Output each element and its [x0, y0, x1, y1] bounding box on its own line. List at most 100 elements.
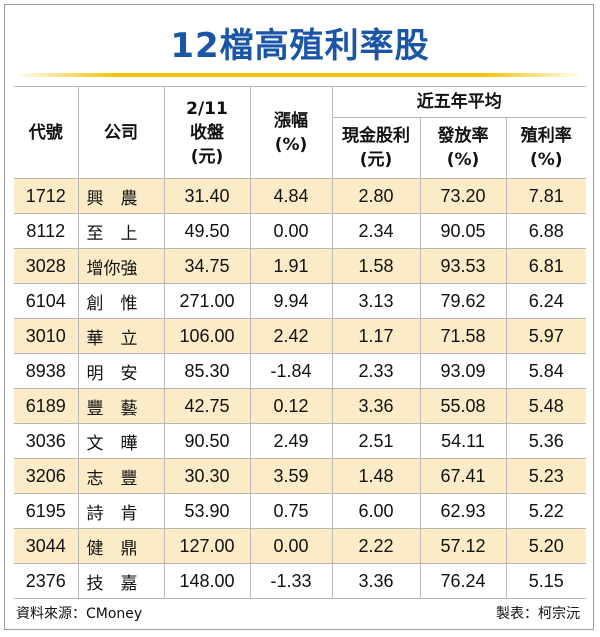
cell-change: 0.75 — [249, 493, 333, 529]
cell-yield: 6.81 — [505, 248, 586, 284]
cell-change: 4.84 — [249, 178, 333, 214]
header-close-unit: (元) — [190, 146, 224, 167]
cell-code: 3206 — [14, 458, 79, 494]
header-five-year-group: 近五年平均 — [331, 86, 586, 118]
cell-cash: 3.13 — [331, 283, 421, 319]
cell-payout: 93.53 — [419, 248, 507, 284]
cell-cash: 1.58 — [331, 248, 421, 284]
cell-close: 271.00 — [163, 283, 251, 319]
table-row: 3036 文 曄 90.50 2.49 2.51 54.11 5.36 — [14, 423, 586, 459]
header-close-date: 2/11 — [186, 98, 228, 119]
cell-code: 1712 — [14, 178, 79, 214]
cell-code: 3010 — [14, 318, 79, 354]
cell-code: 6189 — [14, 388, 79, 424]
table-row: 3044 健 鼎 127.00 0.00 2.22 57.12 5.20 — [14, 528, 586, 564]
maker-note: 製表：柯宗沅 — [496, 606, 580, 622]
cell-close: 30.30 — [163, 458, 251, 494]
cell-close: 49.50 — [163, 213, 251, 249]
cell-close: 31.40 — [163, 178, 251, 214]
cell-code: 8938 — [14, 353, 79, 389]
cell-payout: 76.24 — [419, 563, 507, 599]
cell-yield: 5.23 — [505, 458, 586, 494]
cell-cash: 3.36 — [331, 388, 421, 424]
cell-code: 6104 — [14, 283, 79, 319]
table-row: 3010 華 立 106.00 2.42 1.17 71.58 5.97 — [14, 318, 586, 354]
cell-yield: 7.81 — [505, 178, 586, 214]
cell-cash: 2.22 — [331, 528, 421, 564]
cell-code: 3028 — [14, 248, 79, 284]
table-row: 6195 詩 肯 53.90 0.75 6.00 62.93 5.22 — [14, 493, 586, 529]
stock-table: 代號 公司 2/11 收盤 (元) 漲幅 (%) 近五年平均 現金股利 (元) … — [14, 86, 586, 599]
cell-cash: 1.48 — [331, 458, 421, 494]
cell-name: 志 豐 — [77, 458, 165, 494]
cell-yield: 5.22 — [505, 493, 586, 529]
cell-cash: 1.17 — [331, 318, 421, 354]
header-close-label: 收盤 — [190, 122, 224, 143]
header-yield-label: 殖利率 — [520, 126, 572, 146]
header-code: 代號 — [14, 86, 79, 179]
cell-code: 6195 — [14, 493, 79, 529]
source-note: 資料來源：CMoney — [16, 606, 143, 622]
cell-payout: 73.20 — [419, 178, 507, 214]
cell-change: 0.00 — [249, 528, 333, 564]
cell-yield: 5.97 — [505, 318, 586, 354]
cell-code: 8112 — [14, 213, 79, 249]
cell-code: 3044 — [14, 528, 79, 564]
header-payout-unit: (%) — [446, 150, 480, 170]
page-title: 12檔高殖利率股 — [170, 26, 430, 66]
cell-payout: 71.58 — [419, 318, 507, 354]
cell-yield: 5.15 — [505, 563, 586, 599]
cell-change: 0.12 — [249, 388, 333, 424]
cell-change: 1.91 — [249, 248, 333, 284]
cell-cash: 2.33 — [331, 353, 421, 389]
cell-payout: 79.62 — [419, 283, 507, 319]
table-row: 2376 技 嘉 148.00 -1.33 3.36 76.24 5.15 — [14, 563, 586, 599]
cell-yield: 5.84 — [505, 353, 586, 389]
table-row: 3206 志 豐 30.30 3.59 1.48 67.41 5.23 — [14, 458, 586, 494]
cell-name: 至 上 — [77, 213, 165, 249]
cell-change: 9.94 — [249, 283, 333, 319]
cell-change: 2.42 — [249, 318, 333, 354]
cell-change: 3.59 — [249, 458, 333, 494]
cell-close: 53.90 — [163, 493, 251, 529]
header-yield-unit: (%) — [529, 150, 563, 170]
cell-yield: 5.36 — [505, 423, 586, 459]
header-change: 漲幅 (%) — [249, 86, 333, 179]
header-cash-dividend: 現金股利 (元) — [332, 117, 421, 179]
header-yield: 殖利率 (%) — [505, 117, 586, 179]
cell-yield: 5.48 — [505, 388, 586, 424]
table-row: 6104 創 惟 271.00 9.94 3.13 79.62 6.24 — [14, 283, 586, 319]
cell-cash: 3.36 — [331, 563, 421, 599]
header-close: 2/11 收盤 (元) — [163, 86, 251, 179]
cell-payout: 62.93 — [419, 493, 507, 529]
cell-close: 42.75 — [163, 388, 251, 424]
table-row: 8938 明 安 85.30 -1.84 2.33 93.09 5.84 — [14, 353, 586, 389]
cell-payout: 67.41 — [419, 458, 507, 494]
cell-cash: 2.51 — [331, 423, 421, 459]
cell-change: -1.84 — [249, 353, 333, 389]
header-payout-label: 發放率 — [437, 126, 489, 146]
cell-code: 3036 — [14, 423, 79, 459]
cell-name: 詩 肯 — [77, 493, 165, 529]
header-change-unit: (%) — [274, 134, 308, 155]
cell-yield: 6.24 — [505, 283, 586, 319]
cell-close: 106.00 — [163, 318, 251, 354]
cell-name: 技 嘉 — [77, 563, 165, 599]
cell-payout: 54.11 — [419, 423, 507, 459]
cell-close: 34.75 — [163, 248, 251, 284]
cell-name: 明 安 — [77, 353, 165, 389]
cell-name: 興 農 — [77, 178, 165, 214]
cell-yield: 5.20 — [505, 528, 586, 564]
cell-payout: 90.05 — [419, 213, 507, 249]
cell-cash: 6.00 — [331, 493, 421, 529]
cell-cash: 2.80 — [331, 178, 421, 214]
cell-code: 2376 — [14, 563, 79, 599]
cell-close: 148.00 — [163, 563, 251, 599]
cell-change: -1.33 — [249, 563, 333, 599]
table-row: 3028 增你強 34.75 1.91 1.58 93.53 6.81 — [14, 248, 586, 284]
table-row: 1712 興 農 31.40 4.84 2.80 73.20 7.81 — [14, 178, 586, 214]
cell-yield: 6.88 — [505, 213, 586, 249]
cell-name: 豐 藝 — [77, 388, 165, 424]
cell-change: 2.49 — [249, 423, 333, 459]
cell-name: 創 惟 — [77, 283, 165, 319]
